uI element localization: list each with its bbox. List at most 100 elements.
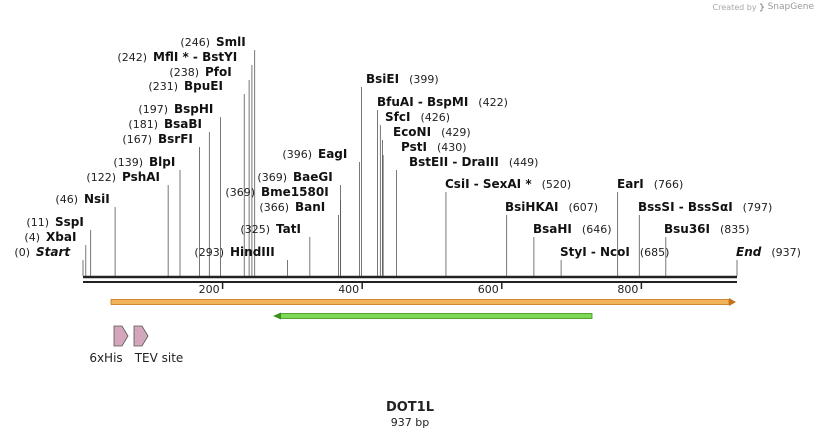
site-label-eari[interactable]: (766) EarI: [617, 177, 683, 191]
site-name: CsiI - SexAI *: [445, 177, 532, 191]
axis-tick-label: 200: [199, 283, 220, 296]
site-name: Start: [36, 245, 71, 259]
site-label-bsiei[interactable]: (399) BsiEI: [366, 72, 439, 86]
snapgene-brand-label: SnapGene: [767, 2, 814, 12]
site-position: (797): [743, 201, 773, 214]
site-name: SfcI: [385, 110, 410, 124]
site-label-bsphi[interactable]: (197) BspHI: [138, 102, 213, 116]
construct-name: DOT1L: [385, 400, 435, 415]
primer-arrowhead-icon: [273, 312, 281, 320]
site-label-bme1580i[interactable]: (369) Bme1580I: [225, 185, 328, 199]
site-name: BsaBI: [164, 117, 202, 131]
orf-arrowhead-icon: [729, 298, 736, 306]
site-label-tati[interactable]: (325) TatI: [240, 222, 301, 236]
site-label-econi[interactable]: (429) EcoNI: [393, 125, 471, 139]
site-label-mfli-bstyi[interactable]: (242) MflI * - BstYI: [117, 50, 237, 64]
site-name: SmlI: [216, 35, 246, 49]
site-label-pshai[interactable]: (122) PshAI: [86, 170, 160, 184]
site-position: (293): [194, 246, 224, 259]
site-label-blpi[interactable]: (139) BlpI: [113, 155, 175, 169]
site-name: PfoI: [205, 65, 232, 79]
site-label-smli[interactable]: (246) SmlI: [180, 35, 245, 49]
site-name: EagI: [318, 147, 347, 161]
site-label-bpuei[interactable]: (231) BpuEI: [148, 79, 223, 93]
site-label-bani[interactable]: (366) BanI: [259, 200, 325, 214]
feature-6xhis-icon[interactable]: [113, 325, 129, 347]
site-position: (167): [122, 133, 152, 146]
site-position: (4): [24, 231, 40, 244]
site-name: NsiI: [84, 192, 110, 206]
site-position: (197): [138, 103, 168, 116]
site-position: (520): [542, 178, 572, 191]
site-label-start[interactable]: (0) Start: [14, 245, 71, 259]
site-position: (139): [113, 156, 143, 169]
site-position: (181): [128, 118, 158, 131]
site-name: BsiHKAI: [505, 200, 559, 214]
feature-tev-site-icon[interactable]: [133, 325, 149, 347]
site-position: (399): [409, 73, 439, 86]
site-label-bsu36i[interactable]: (835) Bsu36I: [664, 222, 750, 236]
site-name: End: [736, 245, 762, 259]
site-position: (685): [640, 246, 670, 259]
site-label-styi-ncoi[interactable]: (685) StyI - NcoI: [560, 245, 669, 259]
site-name: MflI * - BstYI: [153, 50, 237, 64]
site-label-bsssi-bsss-i[interactable]: (797) BssSI - BssSαI: [638, 200, 772, 214]
site-label-csii-sexai[interactable]: (520) CsiI - SexAI *: [445, 177, 571, 191]
construct-length: 937 bp: [390, 416, 430, 429]
created-by-label: Created by: [712, 2, 757, 12]
site-position: (231): [148, 80, 178, 93]
axis-tick-label: 800: [617, 283, 638, 296]
site-position: (369): [225, 186, 255, 199]
site-label-eagi[interactable]: (396) EagI: [282, 147, 347, 161]
site-position: (422): [478, 96, 508, 109]
site-name: StyI - NcoI: [560, 245, 630, 259]
site-label-bsihkai[interactable]: (607) BsiHKAI: [505, 200, 598, 214]
site-label-bsteii-draiii[interactable]: (449) BstEII - DraIII: [409, 155, 538, 169]
site-label-bfuai-bspmi[interactable]: (422) BfuAI - BspMI: [377, 95, 508, 109]
site-label-bsahi[interactable]: (646) BsaHI: [533, 222, 612, 236]
site-label-psti[interactable]: (430) PstI: [401, 140, 467, 154]
site-name: HindIII: [230, 245, 275, 259]
site-label-xbai[interactable]: (4) XbaI: [24, 230, 76, 244]
site-name: BstEII - DraIII: [409, 155, 499, 169]
site-name: PstI: [401, 140, 427, 154]
site-name: BsiEI: [366, 72, 399, 86]
primer-bar[interactable]: [279, 313, 593, 319]
site-position: (426): [420, 111, 450, 124]
site-name: SspI: [55, 215, 84, 229]
site-position: (369): [257, 171, 287, 184]
site-position: (242): [117, 51, 147, 64]
site-label-bsabi[interactable]: (181) BsaBI: [128, 117, 202, 131]
site-position: (0): [14, 246, 30, 259]
site-position: (449): [509, 156, 539, 169]
orf-bar[interactable]: [110, 299, 730, 305]
axis-tick-label: 600: [478, 283, 499, 296]
site-label-bsrfi[interactable]: (167) BsrFI: [122, 132, 192, 146]
site-position: (429): [441, 126, 471, 139]
site-position: (396): [282, 148, 312, 161]
snapgene-logo-icon: [759, 2, 764, 12]
site-label-nsii[interactable]: (46) NsiI: [55, 192, 109, 206]
site-name: XbaI: [46, 230, 76, 244]
site-label-sfci[interactable]: (426) SfcI: [385, 110, 450, 124]
site-label-baegi[interactable]: (369) BaeGI: [257, 170, 332, 184]
feature-label-6xhis: 6xHis: [89, 351, 122, 365]
site-label-end[interactable]: (937) End: [736, 245, 801, 259]
site-position: (122): [86, 171, 116, 184]
site-position: (937): [771, 246, 801, 259]
site-position: (835): [720, 223, 750, 236]
axis-tick-label: 400: [338, 283, 359, 296]
site-position: (246): [180, 36, 210, 49]
site-label-pfoi[interactable]: (238) PfoI: [169, 65, 231, 79]
site-label-hindiii[interactable]: (293) HindIII: [194, 245, 274, 259]
site-position: (325): [240, 223, 270, 236]
site-label-sspi[interactable]: (11) SspI: [26, 215, 83, 229]
site-name: BfuAI - BspMI: [377, 95, 468, 109]
site-name: Bsu36I: [664, 222, 710, 236]
site-name: BlpI: [149, 155, 175, 169]
site-position: (766): [654, 178, 684, 191]
site-name: EarI: [617, 177, 644, 191]
feature-label-tev-site: TEV site: [134, 351, 184, 365]
site-name: TatI: [276, 222, 301, 236]
